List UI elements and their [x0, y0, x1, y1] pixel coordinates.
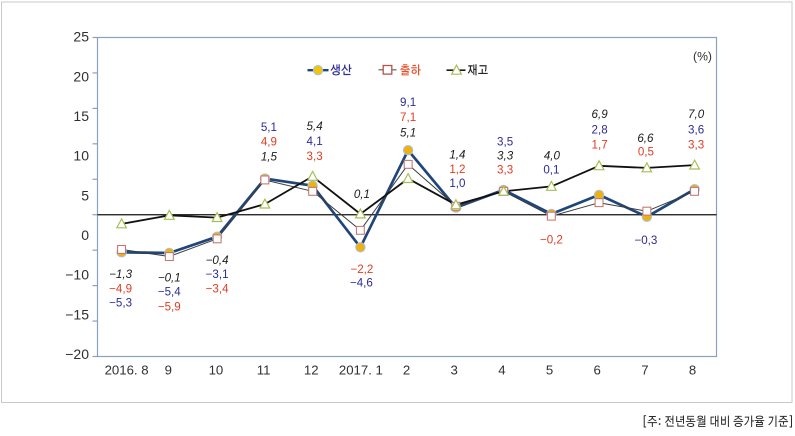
svg-text:3,3: 3,3 [497, 150, 514, 163]
svg-text:1,4: 1,4 [449, 149, 466, 162]
svg-text:4,1: 4,1 [307, 135, 323, 148]
svg-text:3,6: 3,6 [688, 123, 704, 136]
svg-text:3,5: 3,5 [497, 136, 513, 149]
svg-text:1,7: 1,7 [592, 139, 608, 152]
svg-text:4,0: 4,0 [544, 150, 561, 163]
svg-text:1,0: 1,0 [449, 177, 465, 190]
svg-text:−15: −15 [65, 306, 89, 322]
svg-text:10: 10 [73, 148, 89, 164]
svg-text:20: 20 [73, 68, 89, 84]
svg-text:−20: −20 [65, 346, 89, 362]
svg-text:−1,3: −1,3 [109, 268, 132, 281]
svg-text:−2,2: −2,2 [350, 263, 373, 276]
svg-text:0: 0 [81, 227, 89, 243]
svg-text:2: 2 [403, 362, 410, 377]
svg-text:−3,4: −3,4 [206, 283, 229, 296]
svg-text:0,1: 0,1 [354, 188, 370, 201]
svg-text:−0,1: −0,1 [158, 271, 181, 284]
svg-text:11: 11 [257, 362, 271, 377]
svg-text:5: 5 [81, 187, 89, 203]
svg-text:(%): (%) [693, 50, 712, 64]
svg-text:1,5: 1,5 [261, 151, 278, 164]
svg-text:−3,1: −3,1 [206, 268, 229, 281]
svg-text:−5,4: −5,4 [158, 286, 181, 299]
svg-text:0,1: 0,1 [543, 164, 559, 177]
svg-text:−4,9: −4,9 [109, 282, 132, 295]
svg-text:25: 25 [73, 29, 89, 45]
svg-text:0,5: 0,5 [638, 146, 654, 159]
svg-text:10: 10 [209, 362, 224, 377]
svg-text:5: 5 [546, 362, 553, 377]
svg-text:3: 3 [451, 362, 458, 377]
svg-text:5,1: 5,1 [261, 121, 277, 134]
svg-text:2017. 1: 2017. 1 [339, 362, 383, 377]
svg-text:−0,2: −0,2 [540, 233, 563, 246]
svg-text:12: 12 [304, 362, 319, 377]
svg-text:4: 4 [498, 362, 505, 377]
svg-text:8: 8 [689, 362, 696, 377]
svg-text:9: 9 [165, 362, 172, 377]
svg-text:−0,4: −0,4 [206, 254, 229, 267]
svg-text:5,1: 5,1 [400, 126, 416, 139]
svg-text:6: 6 [594, 362, 601, 377]
svg-text:2,8: 2,8 [592, 123, 608, 136]
svg-text:7,1: 7,1 [400, 111, 416, 124]
svg-text:2016. 8: 2016. 8 [105, 362, 149, 377]
svg-text:3,3: 3,3 [307, 150, 323, 163]
svg-text:−10: −10 [65, 267, 89, 283]
svg-text:−4,6: −4,6 [350, 277, 373, 290]
svg-text:7,0: 7,0 [688, 108, 705, 121]
svg-text:−0,3: −0,3 [634, 234, 657, 247]
svg-text:7: 7 [641, 362, 648, 377]
svg-text:5,4: 5,4 [307, 120, 324, 133]
svg-text:3,3: 3,3 [497, 164, 513, 177]
svg-text:15: 15 [73, 108, 89, 124]
svg-text:−5,9: −5,9 [158, 300, 181, 313]
svg-text:6,9: 6,9 [592, 108, 609, 121]
svg-text:9,1: 9,1 [400, 96, 416, 109]
svg-text:1,2: 1,2 [449, 163, 465, 176]
svg-text:−5,3: −5,3 [109, 296, 132, 309]
svg-text:4,9: 4,9 [261, 136, 277, 149]
svg-text:3,3: 3,3 [688, 139, 704, 152]
svg-text:6,6: 6,6 [637, 132, 654, 145]
